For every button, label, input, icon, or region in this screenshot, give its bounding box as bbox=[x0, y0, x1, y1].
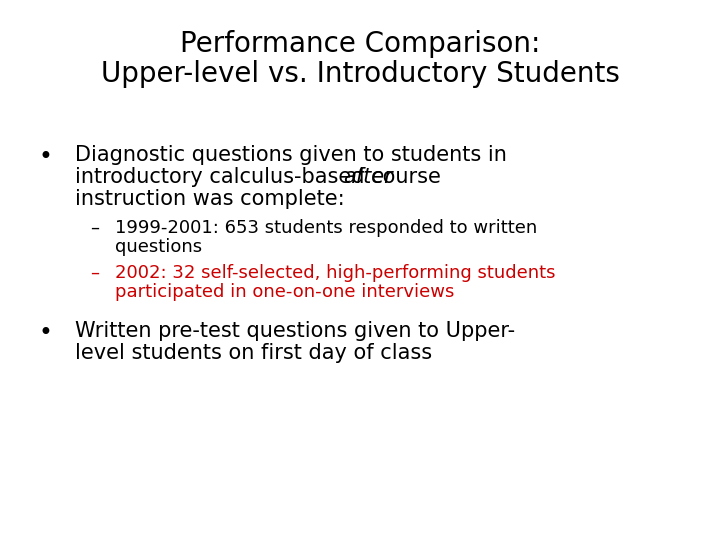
Text: Diagnostic questions given to students in: Diagnostic questions given to students i… bbox=[75, 145, 507, 165]
Text: introductory calculus-based course: introductory calculus-based course bbox=[75, 167, 448, 187]
Text: level students on first day of class: level students on first day of class bbox=[75, 343, 432, 363]
Text: Performance Comparison:: Performance Comparison: bbox=[180, 30, 540, 58]
Text: questions: questions bbox=[115, 238, 202, 256]
Text: Written pre-test questions given to Upper-: Written pre-test questions given to Uppe… bbox=[75, 321, 515, 341]
Text: Upper-level vs. Introductory Students: Upper-level vs. Introductory Students bbox=[101, 60, 619, 88]
Text: 1999-2001: 653 students responded to written: 1999-2001: 653 students responded to wri… bbox=[115, 219, 537, 237]
Text: •: • bbox=[38, 321, 52, 345]
Text: –: – bbox=[90, 219, 99, 237]
Text: instruction was complete:: instruction was complete: bbox=[75, 189, 345, 209]
Text: participated in one-on-one interviews: participated in one-on-one interviews bbox=[115, 283, 454, 301]
Text: 2002: 32 self-selected, high-performing students: 2002: 32 self-selected, high-performing … bbox=[115, 264, 556, 282]
Text: after: after bbox=[343, 167, 392, 187]
Text: –: – bbox=[90, 264, 99, 282]
Text: •: • bbox=[38, 145, 52, 169]
